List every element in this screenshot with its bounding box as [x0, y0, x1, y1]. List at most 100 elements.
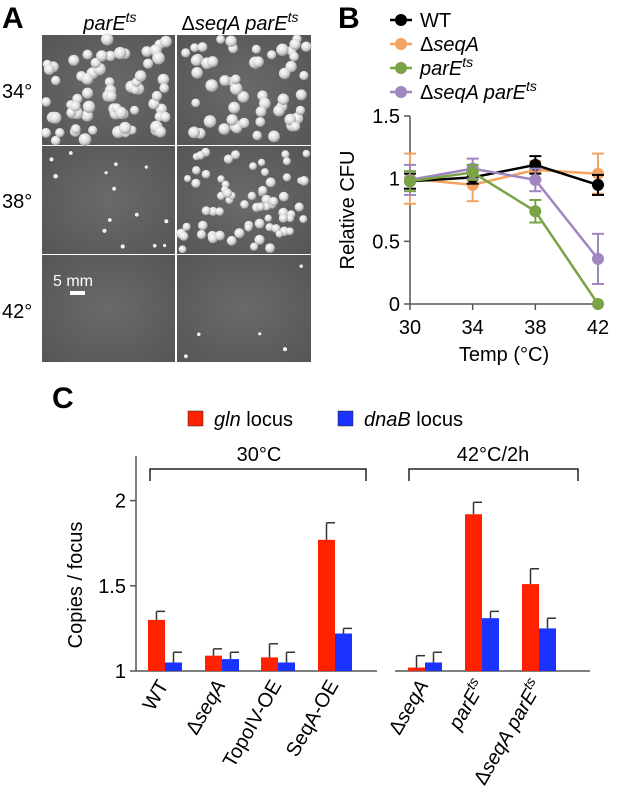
plate-tile — [42, 146, 175, 254]
y-tick-label: 0.5 — [372, 231, 400, 253]
colony — [278, 67, 291, 80]
colony — [244, 223, 253, 232]
colony — [201, 169, 211, 179]
colony — [207, 56, 219, 68]
colony — [134, 212, 139, 217]
relative-cfu-chart: 0 0.5 1 1.5 30 34 38 42 — [372, 106, 609, 339]
y-tick-label: 1 — [115, 661, 126, 683]
panel-a-row-label: 38° — [2, 191, 32, 213]
colony — [215, 207, 224, 216]
colony — [205, 79, 218, 92]
colony — [265, 223, 274, 232]
colony — [43, 64, 55, 75]
series-line — [409, 168, 599, 187]
colony — [217, 175, 225, 183]
category-label: ΔseqA — [182, 677, 231, 739]
series-line — [409, 167, 599, 260]
colony — [203, 115, 217, 128]
colony — [82, 100, 96, 114]
colony — [223, 154, 233, 164]
colony — [214, 230, 225, 241]
colony — [105, 50, 116, 62]
panel-a-row-label: 42° — [2, 301, 32, 323]
colony — [164, 219, 169, 224]
colony — [226, 235, 237, 246]
colony — [196, 229, 207, 240]
colony — [68, 151, 73, 155]
legend-label: ΔseqA parEts — [420, 78, 537, 104]
data-point — [592, 298, 604, 310]
colony — [247, 191, 257, 201]
legend-label: dnaB locus — [364, 409, 463, 431]
colony — [81, 73, 94, 85]
colony — [152, 243, 157, 248]
legend-swatch — [337, 410, 354, 427]
colony — [299, 264, 303, 268]
colony — [289, 51, 299, 62]
colony — [267, 50, 277, 60]
colony — [237, 91, 250, 103]
colony — [254, 218, 265, 229]
colony — [240, 200, 249, 209]
colony — [152, 51, 165, 65]
colony — [107, 218, 112, 222]
category-label: parEts — [441, 675, 491, 735]
colony — [130, 105, 139, 115]
colony — [201, 206, 211, 216]
colony — [112, 186, 116, 191]
plate-tile — [177, 146, 311, 254]
colony — [41, 127, 51, 138]
y-tick-label: 2 — [115, 491, 126, 513]
colony — [258, 332, 262, 336]
panel-b-y-axis-label: Relative CFU — [337, 151, 359, 270]
colony — [104, 171, 108, 175]
colony — [301, 41, 312, 52]
colony — [208, 206, 218, 216]
colony — [294, 202, 304, 212]
colony — [268, 130, 280, 143]
colony — [276, 43, 289, 56]
colony — [286, 214, 295, 223]
colony — [178, 245, 187, 254]
colony — [163, 243, 167, 248]
colony — [191, 178, 201, 188]
colony — [82, 87, 94, 99]
colony — [275, 230, 284, 238]
colony — [144, 165, 148, 169]
colony — [282, 173, 291, 182]
colony — [238, 117, 250, 129]
colony — [252, 56, 264, 68]
colony — [226, 114, 238, 126]
panel-a-column-header: parEts — [82, 9, 136, 35]
category-label: ΔseqA — [385, 677, 434, 739]
bar — [261, 657, 278, 671]
colony — [184, 354, 188, 359]
data-point — [466, 166, 479, 179]
bar — [335, 633, 352, 671]
x-tick-label: 30 — [399, 317, 421, 339]
y-tick-label: 1.5 — [372, 106, 400, 128]
colony — [159, 83, 169, 93]
colony — [160, 111, 171, 123]
colony — [51, 75, 61, 86]
colony — [160, 35, 172, 48]
colony — [102, 228, 107, 233]
colony — [114, 162, 118, 166]
colony — [231, 150, 240, 160]
colony — [141, 46, 153, 57]
bar — [318, 539, 335, 671]
scale-bar — [70, 291, 85, 295]
plate-tile — [42, 255, 175, 362]
colony — [101, 33, 114, 46]
colony — [49, 111, 62, 124]
colony — [282, 347, 288, 352]
x-tick-label: 38 — [524, 317, 546, 339]
data-point — [592, 167, 604, 180]
colony — [278, 191, 289, 202]
panel-a-column-header: ΔseqA parEts — [182, 9, 299, 35]
colony — [191, 67, 203, 79]
colony — [216, 35, 226, 44]
data-point — [404, 175, 416, 188]
x-tick-label: 42 — [587, 317, 609, 339]
bar — [165, 662, 182, 671]
